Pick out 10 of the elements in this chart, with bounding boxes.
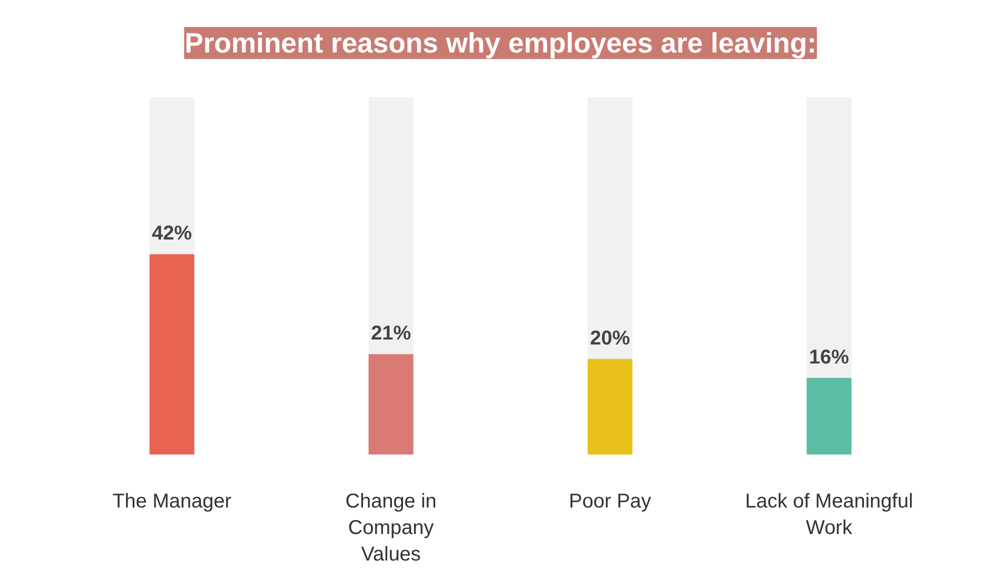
data-label: 16%	[809, 346, 850, 368]
chart-title: Prominent reasons why employees are leaving:	[184, 28, 816, 58]
x-tick-label: The Manager	[112, 490, 232, 512]
x-tick-label: Lack of Meaningful Work	[745, 490, 914, 539]
x-tick-label: Change in Company Values	[345, 490, 437, 566]
x-tick-label: Poor Pay	[568, 490, 652, 512]
data-label: 20%	[590, 327, 630, 350]
bar	[806, 378, 852, 454]
data-label: 42%	[152, 222, 192, 245]
data-label: 21%	[370, 322, 412, 345]
